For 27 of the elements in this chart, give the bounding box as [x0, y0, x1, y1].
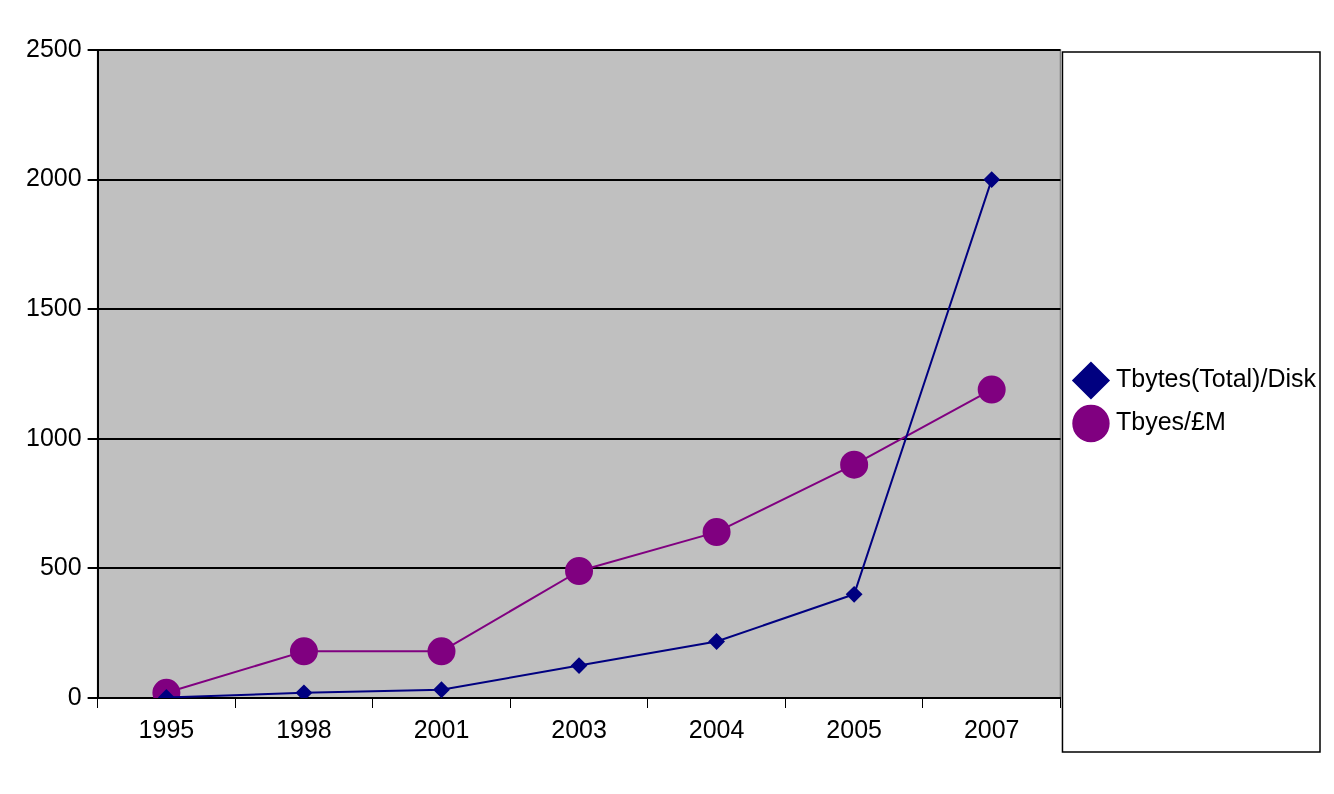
x-tick-label: 1995 — [138, 714, 195, 743]
x-tick-label: 2007 — [963, 714, 1020, 743]
legend-label: Tbytes(Total)/Disk — [1115, 364, 1317, 393]
point — [433, 681, 450, 698]
x-tick-label: 2003 — [551, 714, 607, 743]
x-tick-label: 2005 — [826, 714, 882, 743]
point — [289, 637, 318, 666]
x-tick-label: 2001 — [413, 714, 470, 743]
point — [840, 450, 869, 479]
point — [846, 586, 863, 603]
y-tick-label: 1500 — [25, 293, 82, 322]
point — [295, 684, 312, 698]
y-tick-label: 0 — [67, 681, 82, 710]
point — [427, 637, 456, 666]
point — [565, 556, 594, 585]
y-tick-label: 2000 — [25, 163, 82, 192]
point — [708, 633, 725, 650]
y-tick-label: 500 — [39, 552, 82, 581]
y-tick-label: 2500 — [25, 33, 82, 62]
x-tick-label: 1998 — [276, 714, 332, 743]
point — [977, 375, 1006, 404]
x-tick-label: 2004 — [688, 714, 745, 743]
point — [571, 657, 588, 674]
point — [983, 171, 1000, 188]
legend-label: Tbyes/£M — [1115, 407, 1226, 436]
point — [702, 518, 731, 547]
y-tick-label: 1000 — [25, 422, 82, 451]
